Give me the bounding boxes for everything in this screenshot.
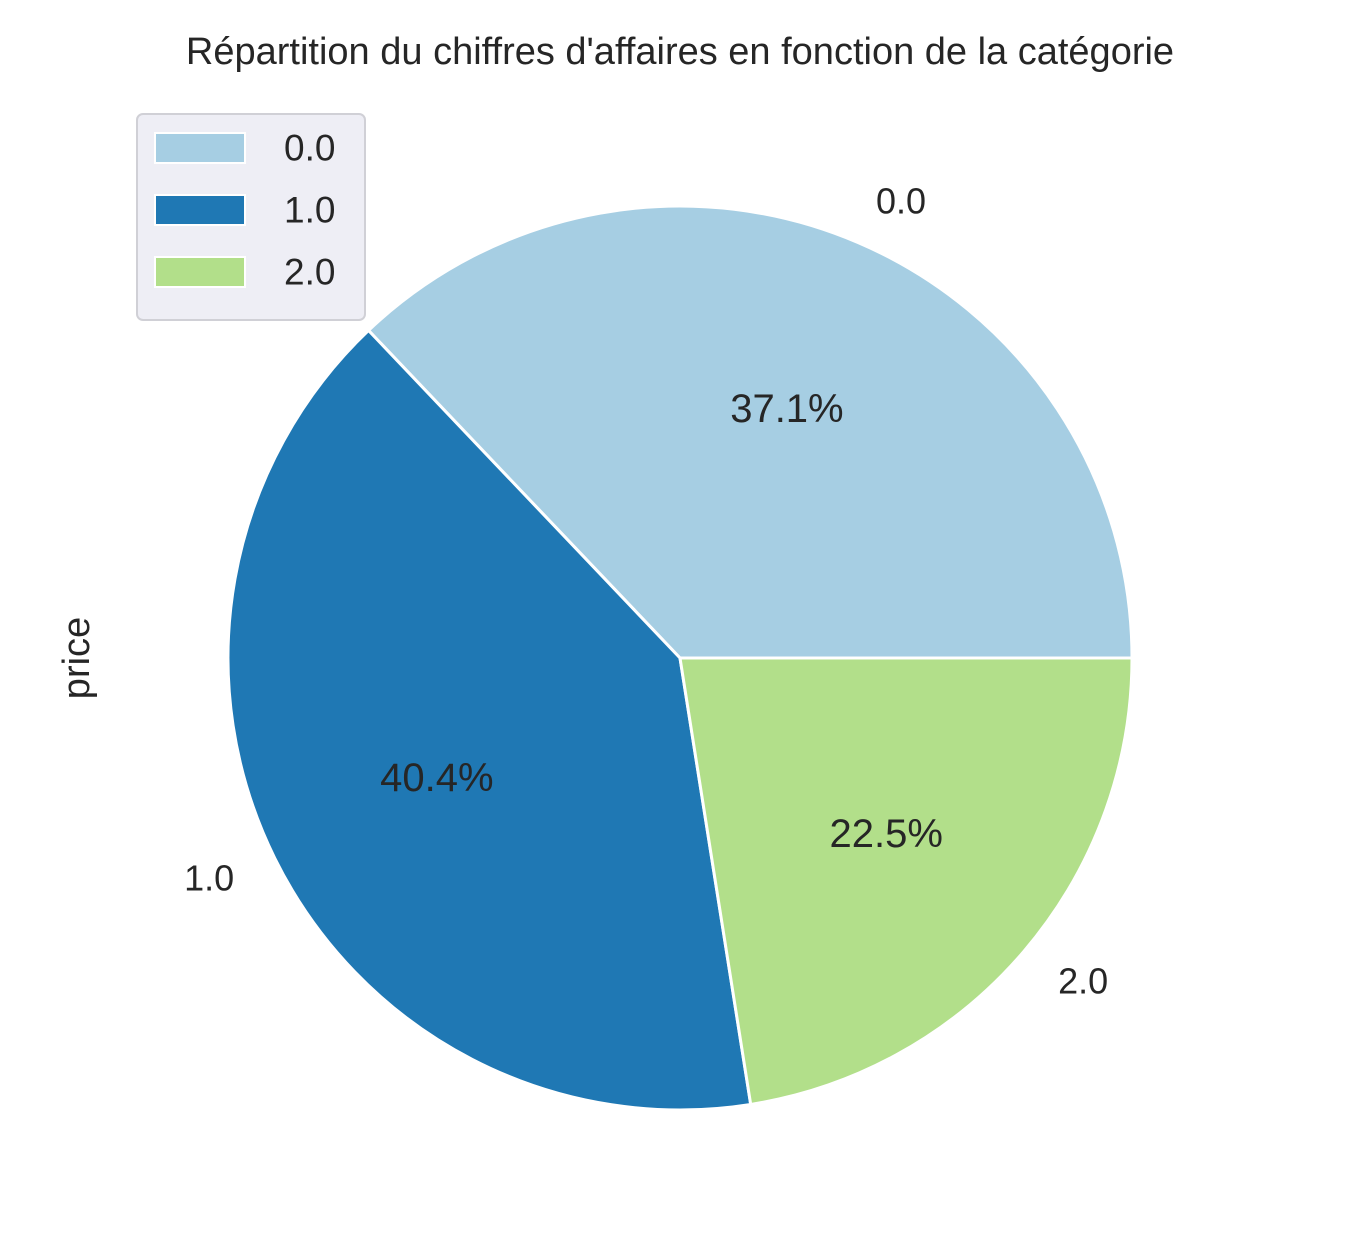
legend-label: 1.0 [284,190,335,231]
category-label: 1.0 [184,858,234,899]
pie-slice-0.0 [367,204,1134,660]
legend-swatch-0.0 [154,132,246,164]
y-axis-label: price [56,617,98,699]
legend-label: 2.0 [284,252,335,293]
pie-slices [226,204,1134,1112]
legend-swatch-1.0 [154,194,246,226]
percent-labels: 37.1% 40.4% 22.5% [380,387,943,856]
legend-swatch-2.0 [154,256,246,288]
percent-label: 40.4% [380,756,493,800]
category-label: 2.0 [1058,960,1108,1001]
legend: 0.0 1.0 2.0 [136,113,366,321]
category-label: 0.0 [876,181,926,222]
legend-label: 0.0 [284,128,335,169]
percent-label: 22.5% [830,812,943,856]
pie-slice-1.0 [226,328,753,1112]
category-labels: 0.0 1.0 2.0 [184,181,1108,1002]
chart-title: Répartition du chiffres d'affaires en fo… [186,31,1174,73]
pie-slice-2.0 [678,656,1134,1106]
percent-label: 37.1% [730,387,843,431]
legend-entries: 0.0 1.0 2.0 [154,128,335,293]
